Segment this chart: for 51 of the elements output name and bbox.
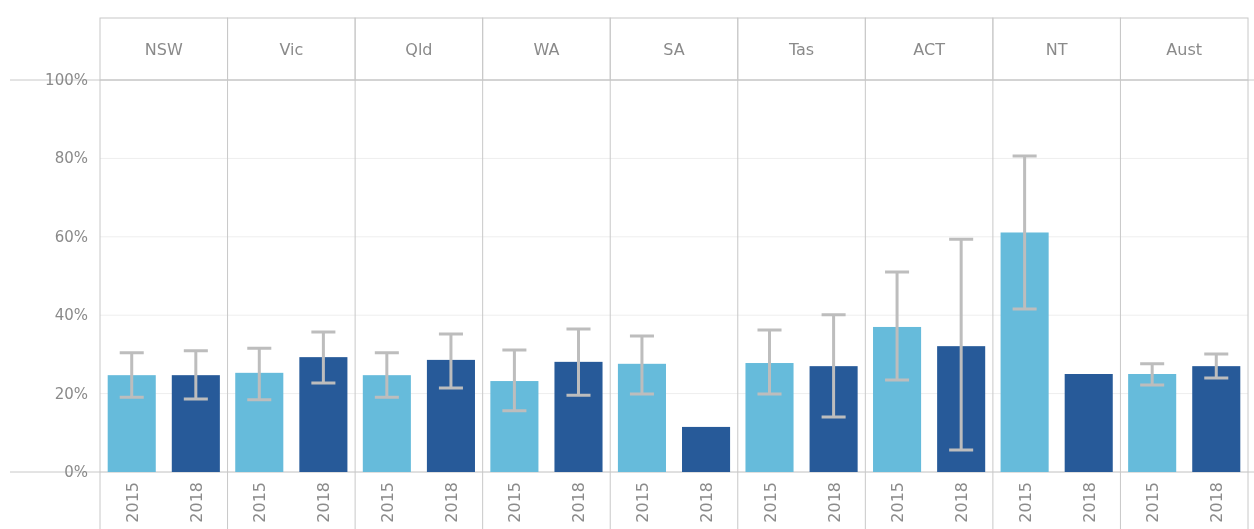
bar [171, 375, 220, 472]
bar [1000, 232, 1049, 472]
y-tick-label: 0% [64, 463, 88, 481]
bar [745, 363, 794, 472]
text: 2018 [441, 482, 461, 523]
text: 2015 [632, 482, 652, 523]
x-tick-label: SA [663, 40, 685, 59]
text: 2015 [377, 482, 397, 523]
text: 2015 [760, 482, 780, 523]
x-tick-label: WA [533, 40, 560, 59]
bar [617, 363, 666, 472]
text: 2015 [888, 482, 908, 523]
text: 2018 [186, 482, 206, 523]
text: 2015 [1015, 482, 1035, 523]
x-tick-label: Vic [279, 40, 304, 59]
text: 2015 [1143, 482, 1163, 523]
bar [1128, 374, 1177, 472]
bar [362, 375, 411, 472]
bar [809, 366, 858, 472]
bar [235, 372, 284, 472]
y-tick-label: 100% [45, 71, 88, 89]
bar [937, 346, 986, 472]
x-tick-label: Tas [787, 40, 815, 59]
text: 2015 [122, 482, 142, 523]
text: 2018 [569, 482, 589, 523]
y-tick-label: 20% [54, 384, 88, 403]
text: 2015 [505, 482, 525, 523]
bar [426, 359, 475, 472]
bar [1192, 366, 1241, 472]
x-tick-label: Qld [405, 40, 433, 59]
bar [873, 326, 922, 472]
x-tick-label: NT [1045, 40, 1068, 59]
text: 2018 [697, 482, 717, 523]
text: 2018 [314, 482, 334, 523]
bar [490, 381, 539, 472]
text: 2018 [1207, 482, 1227, 523]
bar [1064, 374, 1113, 472]
bar [682, 426, 731, 472]
x-tick-label: NSW [144, 40, 183, 59]
bar [554, 361, 603, 472]
text: 2018 [952, 482, 972, 523]
x-tick-label: ACT [913, 40, 946, 59]
bar [299, 357, 348, 472]
x-tick-label: Aust [1166, 40, 1203, 59]
y-tick-label: 60% [54, 227, 88, 246]
bar [107, 375, 156, 472]
text: 2018 [824, 482, 844, 523]
text: 2015 [250, 482, 270, 523]
y-tick-label: 80% [54, 149, 88, 168]
y-tick-label: 40% [54, 306, 88, 325]
text: 2018 [1079, 482, 1099, 523]
